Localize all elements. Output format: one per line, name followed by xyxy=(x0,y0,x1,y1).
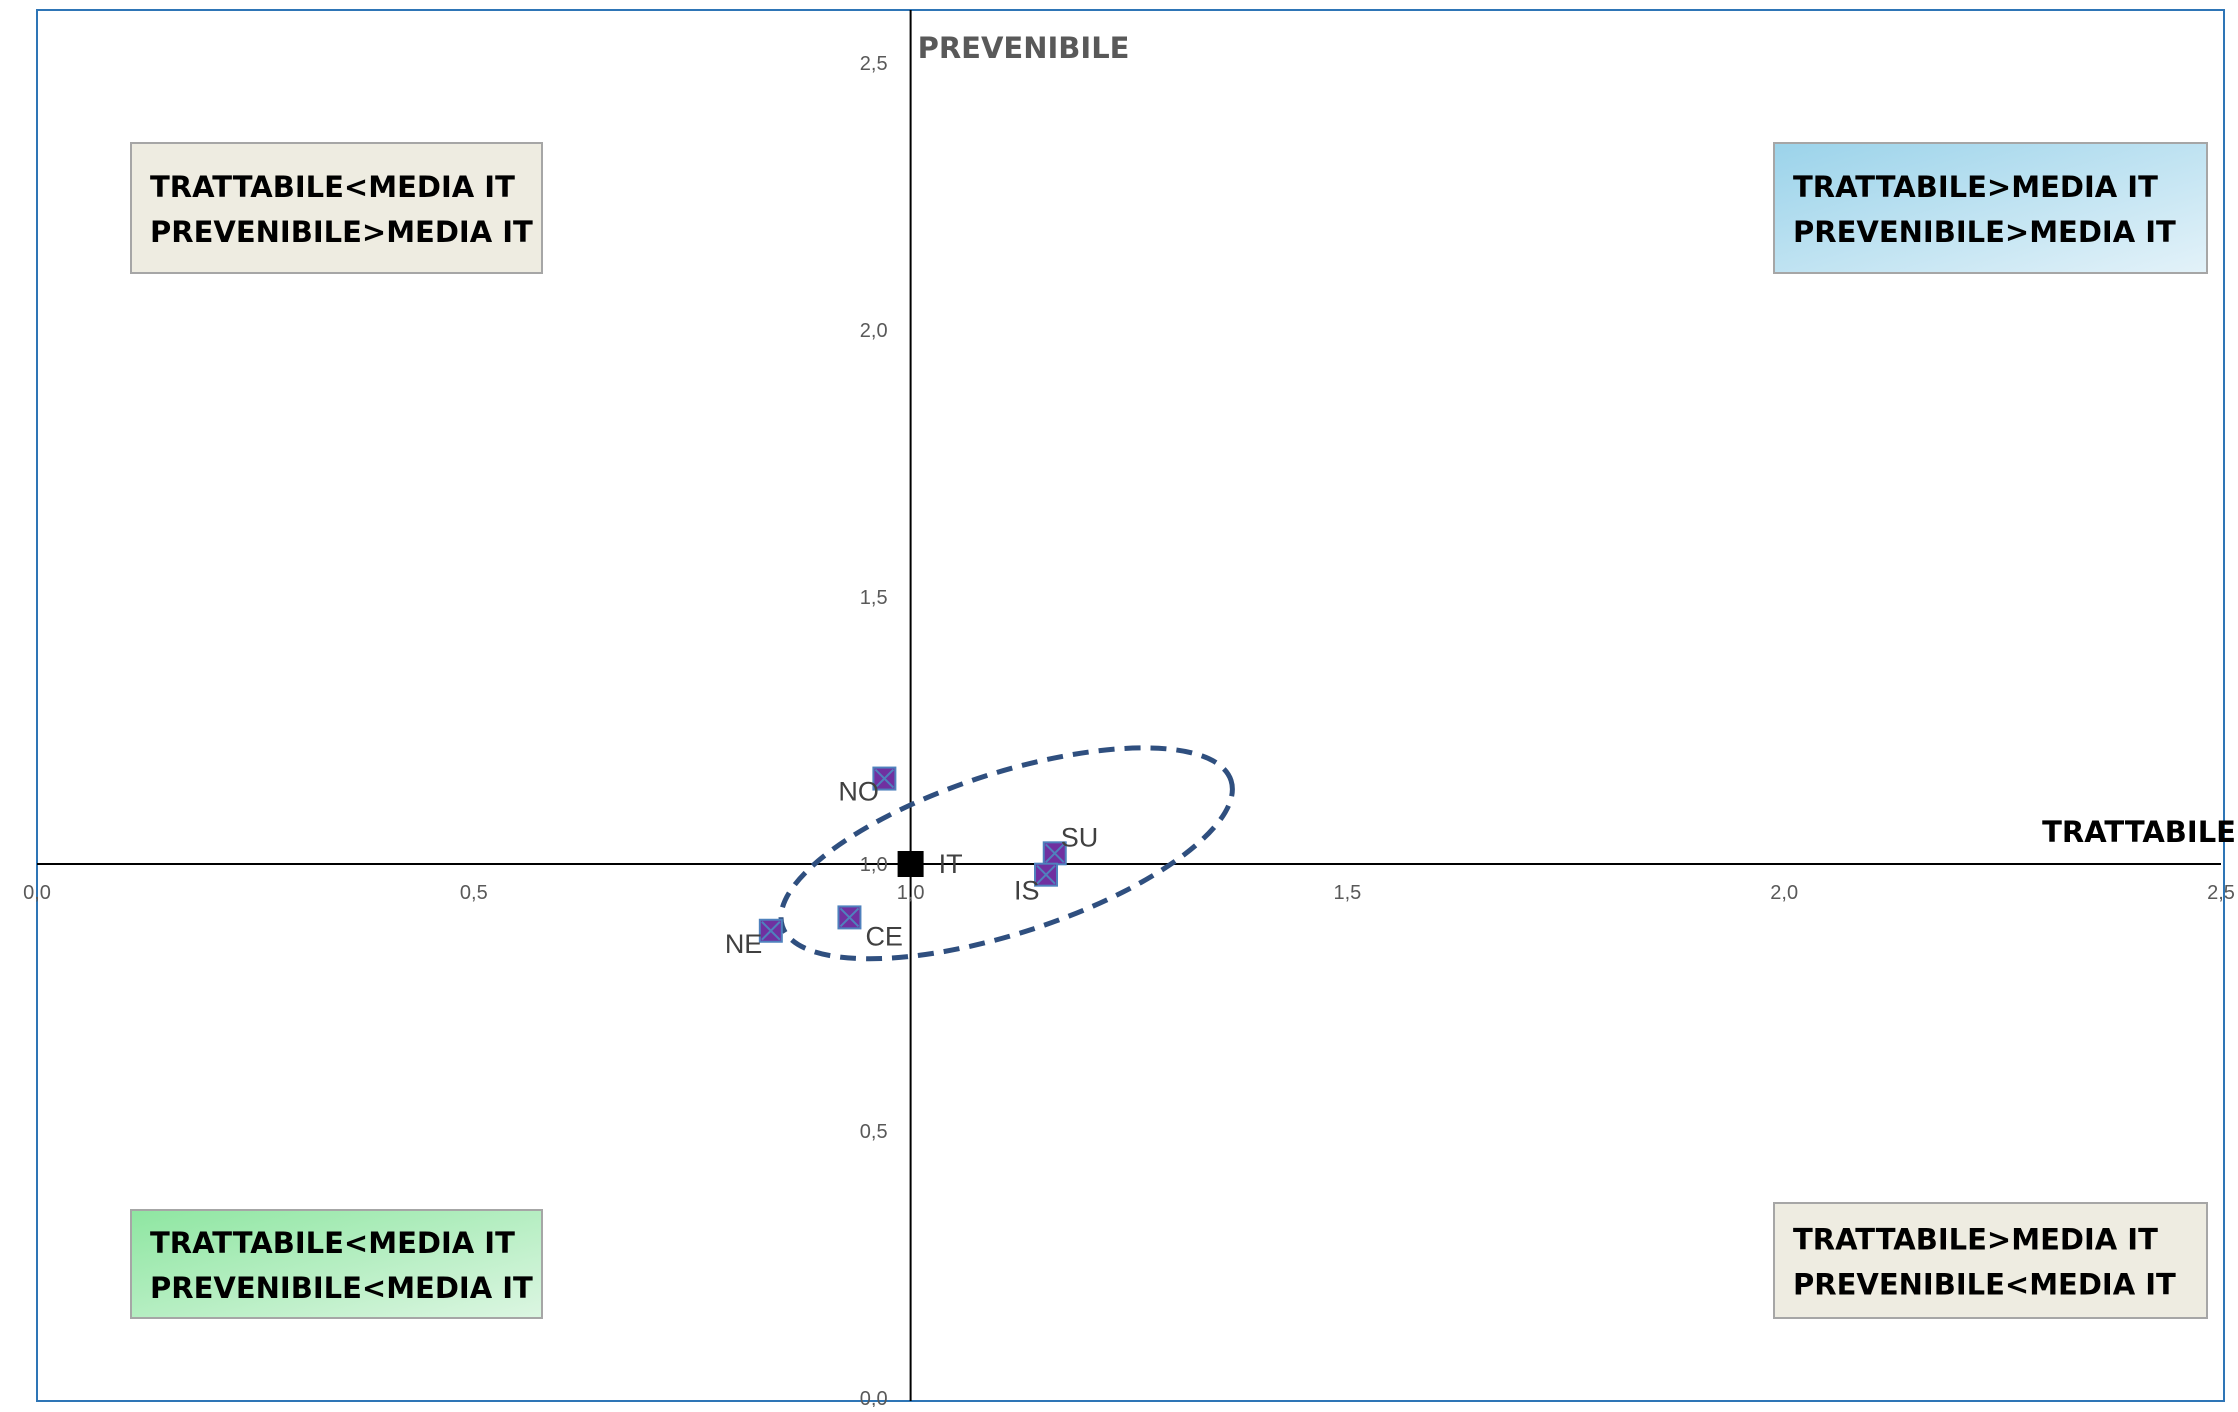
y-tick-label: 1,0 xyxy=(860,854,888,876)
data-point-it: IT xyxy=(897,849,963,879)
data-point-no: NO xyxy=(838,766,897,807)
quadrant-label-bottom-left: TRATTABILE<MEDIA IT PREVENIBILE<MEDIA IT xyxy=(130,1209,543,1319)
point-label-is: IS xyxy=(1014,876,1040,906)
quadrant-text-top-left-line-2: PREVENIBILE>MEDIA IT xyxy=(150,215,533,249)
marker-cross xyxy=(761,921,781,941)
point-label-ce: CE xyxy=(865,921,903,951)
quadrant-text-bottom-right-line-1: TRATTABILE>MEDIA IT xyxy=(1793,1223,2158,1257)
point-label-it: IT xyxy=(939,849,963,879)
quadrant-box-top-right xyxy=(1773,142,2208,274)
quadrant-label-bottom-right: TRATTABILE>MEDIA IT PREVENIBILE<MEDIA IT xyxy=(1773,1202,2208,1319)
x-tick-label: 1,5 xyxy=(1333,882,1361,904)
point-marker-is xyxy=(1034,862,1059,887)
y-tick-label: 0,0 xyxy=(860,1388,888,1407)
quadrant-text-top-right-line-2: PREVENIBILE>MEDIA IT xyxy=(1793,215,2176,249)
quadrant-label-top-left: TRATTABILE<MEDIA IT PREVENIBILE>MEDIA IT xyxy=(130,142,543,274)
tick-labels: 0,0 0,5 1,0 1,5 2,0 2,5 0,0 0,5 1,0 1,5 2,0 2,5 xyxy=(23,53,2235,1410)
quadrant-text-bottom-left-line-1: TRATTABILE<MEDIA IT xyxy=(150,1226,515,1260)
y-tick-label: 1,5 xyxy=(860,587,888,609)
quadrant-text-bottom-right-line-2: PREVENIBILE<MEDIA IT xyxy=(1793,1268,2176,1302)
point-label-ne: NE xyxy=(725,929,763,959)
data-point-ne: NE xyxy=(725,918,783,959)
data-points: NO NE CE SU IS IT xyxy=(725,766,1099,959)
marker-cross xyxy=(1036,864,1056,885)
y-tick-label: 2,0 xyxy=(860,320,888,342)
y-tick-label: 2,5 xyxy=(860,53,888,75)
data-point-is: IS xyxy=(1014,862,1059,906)
axis-titles: PREVENIBILE TRATTABILE xyxy=(918,31,2236,849)
marker-cross xyxy=(874,768,895,789)
x-tick-label: 2,0 xyxy=(1770,882,1798,904)
quadrant-box-bottom-left xyxy=(130,1209,543,1319)
marker-cross xyxy=(1045,843,1065,864)
point-marker-no xyxy=(872,766,897,791)
point-marker-ne xyxy=(758,918,783,943)
quadrant-text-top-right-line-1: TRATTABILE>MEDIA IT xyxy=(1793,170,2158,204)
quadrant-label-top-right: TRATTABILE>MEDIA IT PREVENIBILE>MEDIA IT xyxy=(1773,142,2208,274)
point-label-su: SU xyxy=(1061,822,1099,852)
quadrant-text-bottom-left-line-2: PREVENIBILE<MEDIA IT xyxy=(150,1271,533,1305)
y-tick-label: 0,5 xyxy=(860,1121,888,1143)
quadrant-box-bottom-right xyxy=(1773,1202,2208,1319)
x-axis-title: TRATTABILE xyxy=(2042,815,2236,849)
y-axis-title: PREVENIBILE xyxy=(918,31,1130,65)
point-label-no: NO xyxy=(838,777,879,807)
data-point-ce: CE xyxy=(837,905,903,951)
x-tick-label: 0,5 xyxy=(460,882,488,904)
point-marker-ce xyxy=(837,905,862,930)
marker-cross xyxy=(839,907,860,928)
point-marker-su xyxy=(1042,841,1067,866)
quadrant-text-top-left-line-1: TRATTABILE<MEDIA IT xyxy=(150,170,515,204)
x-tick-label: 0,0 xyxy=(23,882,51,904)
data-point-su: SU xyxy=(1042,822,1099,866)
quadrant-box-top-left xyxy=(130,142,543,274)
axes xyxy=(37,10,2221,1401)
x-tick-label: 1,0 xyxy=(897,882,925,904)
x-tick-label: 2,5 xyxy=(2207,882,2235,904)
point-marker-it xyxy=(897,851,924,877)
